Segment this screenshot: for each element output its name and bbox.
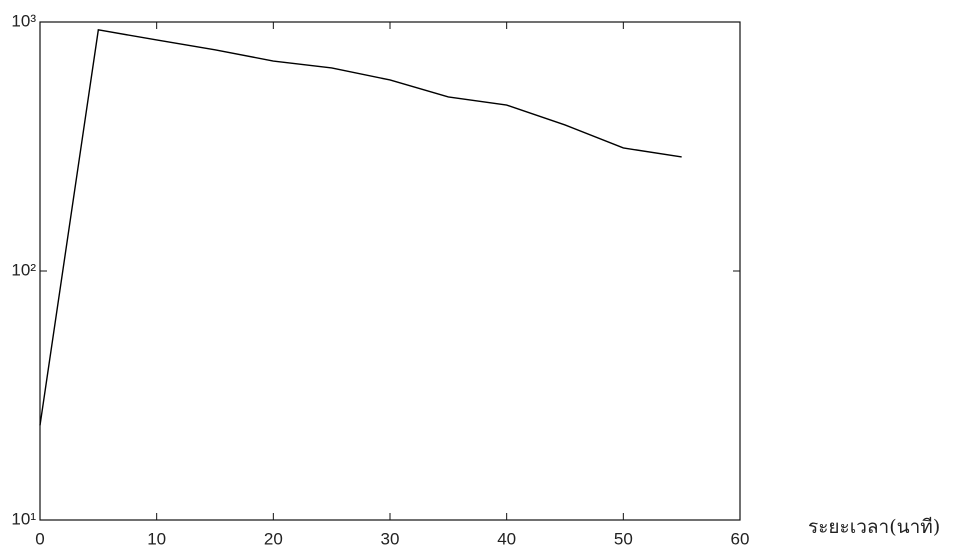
x-tick-label: 50 xyxy=(614,529,633,548)
y-tick-label: 10³ xyxy=(11,11,36,30)
x-tick-label: 20 xyxy=(264,529,283,548)
x-tick-label: 0 xyxy=(35,529,44,548)
x-tick-label: 30 xyxy=(381,529,400,548)
x-tick-label: 10 xyxy=(147,529,166,548)
data-line xyxy=(39,29,682,426)
x-axis-label: ระยะเวลา(นาที) xyxy=(808,516,940,538)
x-tick-label: 60 xyxy=(731,529,750,548)
x-tick-label: 40 xyxy=(497,529,516,548)
y-tick-label: 10¹ xyxy=(11,509,36,528)
y-tick-label: 10² xyxy=(11,260,36,279)
plot-frame xyxy=(39,21,741,521)
